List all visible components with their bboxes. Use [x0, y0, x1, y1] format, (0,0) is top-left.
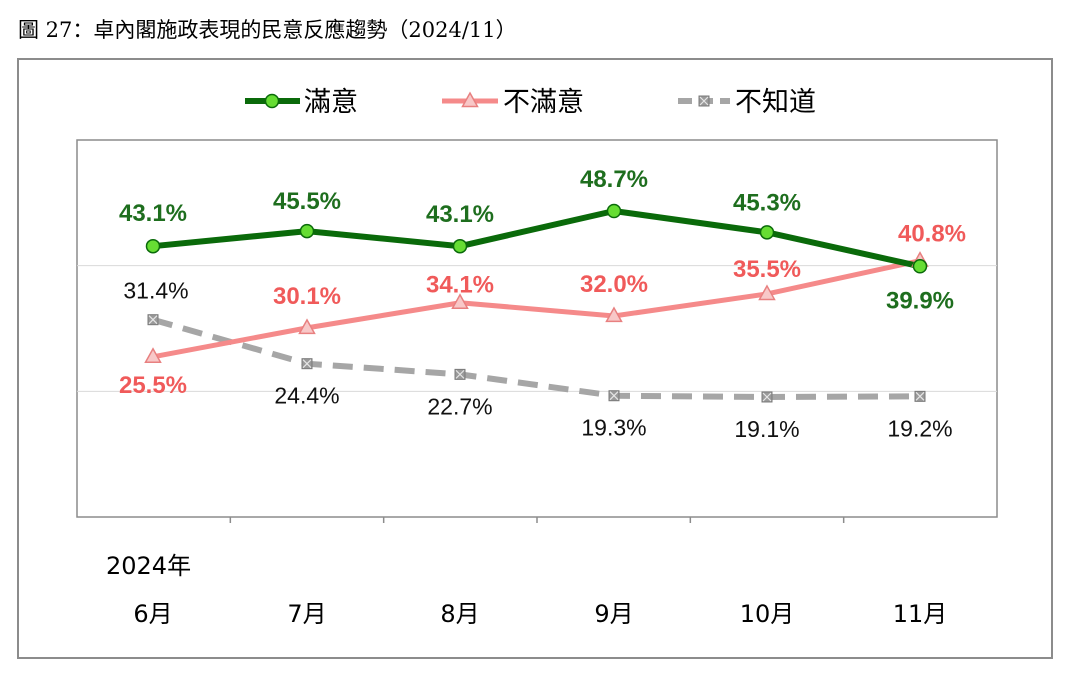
x-tick-label: 7月 [287, 600, 326, 628]
dissatisfied-data-label: 40.8% [898, 221, 966, 248]
x-tick-label: 8月 [440, 600, 479, 628]
legend-label-dissatisfied: 不滿意 [503, 87, 584, 118]
satisfied-point [759, 225, 775, 240]
figure-title: 圖 27：卓內閣施政表現的民意反應趨勢（2024/11） [18, 18, 517, 42]
legend-marker-dissatisfied [461, 91, 479, 108]
satisfied-point [145, 238, 161, 254]
dissatisfied-point [451, 293, 469, 309]
unknown-point-cross [915, 391, 925, 401]
dissatisfied-data-label: 35.5% [733, 256, 801, 283]
unknown-data-label: 19.3% [581, 415, 646, 441]
legend-label-satisfied: 滿意 [304, 87, 358, 118]
unknown-data-label: 19.1% [734, 416, 799, 442]
chart-frame [17, 58, 1053, 659]
dissatisfied-data-label: 34.1% [426, 272, 494, 299]
satisfied-point [606, 203, 622, 219]
satisfied-data-label: 43.1% [119, 200, 187, 227]
dissatisfied-point [144, 347, 162, 364]
x-tick-label: 10月 [740, 600, 795, 628]
satisfied-point [912, 259, 928, 274]
satisfied-data-label: 45.5% [273, 188, 341, 215]
unknown-point-cross [762, 392, 772, 402]
unknown-point-cross [455, 369, 465, 379]
dissatisfied-data-label: 32.0% [580, 271, 648, 298]
satisfied-point [452, 238, 468, 254]
legend-marker-unknown-cross [699, 96, 709, 106]
dissatisfied-point [298, 318, 316, 335]
unknown-data-label: 24.4% [274, 383, 339, 409]
unknown-data-label: 22.7% [427, 393, 492, 419]
unknown-data-label: 19.2% [887, 415, 952, 441]
satisfied-data-label: 43.1% [426, 201, 494, 228]
x-year-label: 2024年 [106, 552, 191, 580]
unknown-point-cross [609, 391, 619, 401]
series-line-unknown [152, 316, 921, 400]
satisfied-point [299, 223, 315, 239]
x-tick-label: 6月 [133, 600, 172, 628]
dissatisfied-point [605, 306, 623, 323]
dissatisfied-point [758, 284, 776, 301]
legend-label-unknown: 不知道 [735, 87, 816, 118]
series-line-dissatisfied [152, 258, 921, 360]
legend-marker-satisfied [264, 93, 280, 109]
satisfied-data-label: 48.7% [580, 166, 648, 193]
series-line-satisfied [152, 207, 921, 270]
x-tick-label: 9月 [594, 600, 633, 628]
dissatisfied-data-label: 25.5% [119, 372, 187, 399]
satisfied-data-label: 39.9% [886, 287, 954, 314]
x-tick-label: 11月 [893, 600, 948, 628]
dissatisfied-data-label: 30.1% [273, 283, 341, 310]
unknown-point-cross [148, 315, 158, 325]
plot-area [76, 139, 998, 518]
unknown-point-cross [302, 359, 312, 369]
satisfied-data-label: 45.3% [733, 189, 801, 216]
unknown-data-label: 31.4% [123, 278, 188, 304]
